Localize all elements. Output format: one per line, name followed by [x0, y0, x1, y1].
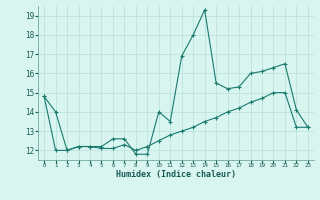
X-axis label: Humidex (Indice chaleur): Humidex (Indice chaleur): [116, 170, 236, 179]
